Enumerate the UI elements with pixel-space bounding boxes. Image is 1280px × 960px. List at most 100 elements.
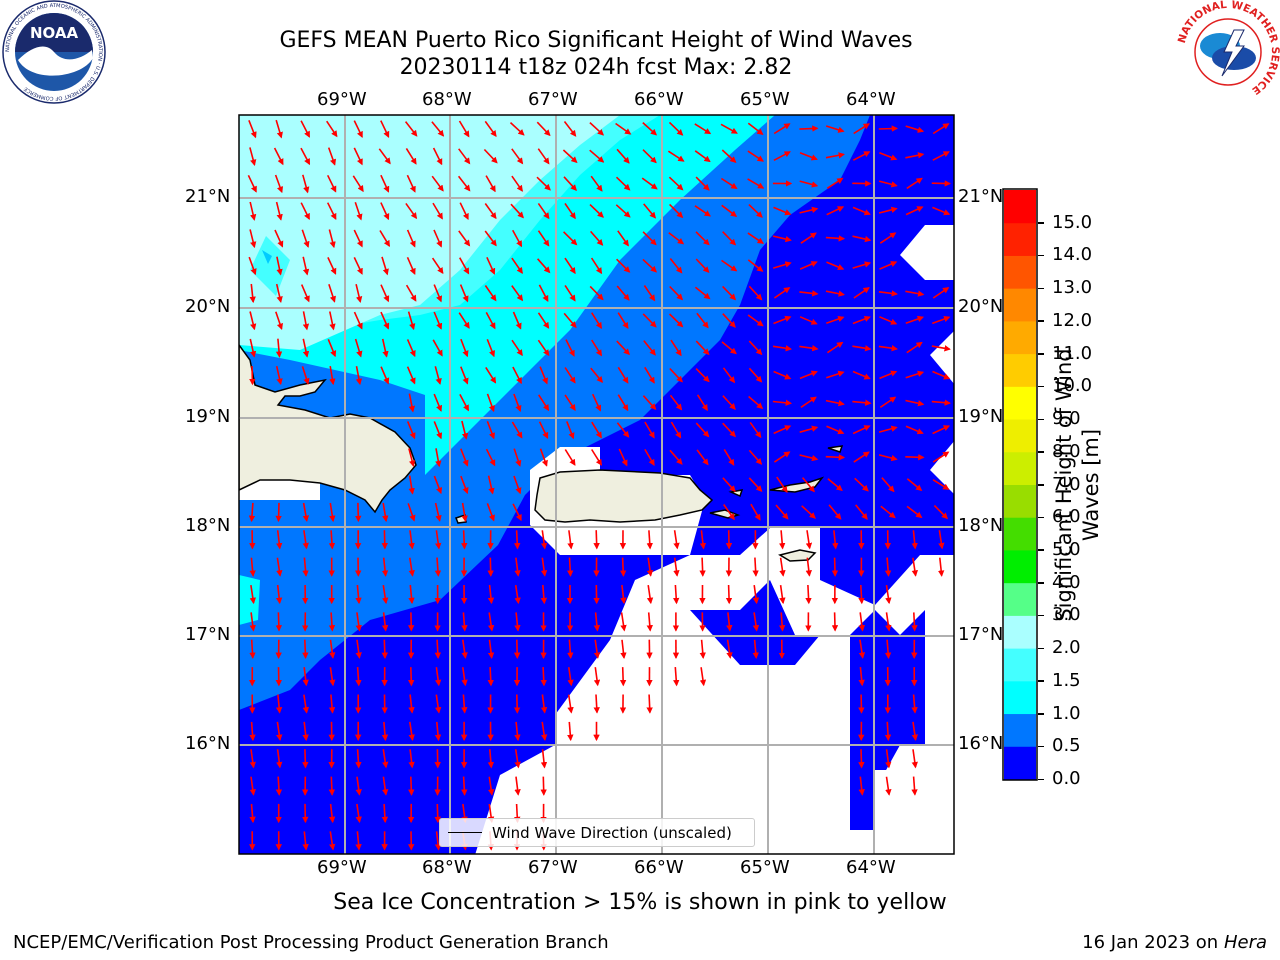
- wind-wave-arrow: [799, 316, 818, 325]
- wind-wave-arrow: [408, 721, 415, 741]
- wind-wave-arrow: [826, 425, 845, 435]
- wind-wave-arrow: [514, 721, 521, 742]
- wind-wave-arrow: [382, 502, 389, 523]
- wind-wave-arrow: [300, 147, 311, 166]
- colorbar-tick-mark-2: [1038, 713, 1044, 715]
- wind-wave-arrow: [748, 204, 763, 218]
- chart-title-line2: 20230114 t18z 024h fcst Max: 2.82: [399, 55, 793, 80]
- wind-wave-arrow: [932, 315, 951, 325]
- wind-wave-arrow: [616, 258, 631, 273]
- wind-wave-arrow: [275, 201, 283, 221]
- wind-wave-arrow: [858, 639, 866, 659]
- ice-caption: Sea Ice Concentration > 15% is shown in …: [333, 890, 947, 915]
- wind-wave-arrow: [433, 393, 443, 412]
- wind-wave-arrow: [355, 584, 362, 605]
- wind-wave-arrow: [487, 475, 495, 495]
- colorbar-tick-label-1: 0.5: [1052, 735, 1081, 757]
- lon-tick-top-3: 66°W: [634, 89, 684, 110]
- wind-wave-arrow: [487, 749, 495, 769]
- wind-wave-arrow: [932, 123, 950, 135]
- wind-wave-arrow: [461, 639, 468, 659]
- wind-wave-arrow: [726, 639, 733, 659]
- wind-wave-arrow: [512, 503, 522, 522]
- wind-wave-arrow: [826, 177, 844, 189]
- wind-wave-arrow: [355, 284, 363, 303]
- wind-wave-arrow: [773, 425, 792, 435]
- wind-wave-arrow: [905, 399, 925, 407]
- wind-wave-arrow: [646, 557, 654, 577]
- wind-wave-arrow: [646, 584, 654, 605]
- wind-wave-arrow: [458, 148, 471, 165]
- wind-wave-arrow: [646, 530, 653, 550]
- colorbar-tick-mark-11: [1038, 418, 1044, 421]
- wind-wave-arrow: [353, 147, 363, 166]
- wind-wave-arrow: [355, 502, 362, 523]
- wind-wave-arrow: [486, 393, 495, 413]
- wind-wave-arrow: [748, 477, 763, 493]
- wind-wave-arrow: [878, 125, 899, 132]
- wind-wave-arrow: [275, 694, 283, 714]
- wind-wave-arrow: [566, 421, 575, 440]
- wind-wave-arrow: [328, 776, 336, 796]
- wind-wave-arrow: [327, 147, 337, 166]
- map-legend: Wind Wave Direction (unscaled): [439, 818, 755, 847]
- lon-tick-top-2: 67°W: [528, 89, 578, 110]
- wind-wave-arrow: [513, 475, 522, 495]
- wind-wave-arrow: [408, 776, 415, 796]
- wind-wave-arrow: [721, 204, 738, 217]
- wind-wave-arrow: [593, 639, 601, 659]
- wind-wave-arrow: [302, 749, 309, 769]
- wind-wave-arrow: [539, 448, 548, 467]
- wind-wave-arrow: [406, 229, 416, 248]
- wind-wave-arrow: [248, 502, 256, 523]
- wind-wave-arrow: [752, 639, 759, 659]
- wind-wave-arrow: [511, 339, 523, 357]
- wind-wave-arrow: [642, 313, 657, 328]
- colorbar-tick-label-13: 11.0: [1052, 342, 1093, 364]
- wind-wave-arrow: [328, 284, 336, 303]
- wind-wave-arrow: [458, 230, 471, 247]
- wind-wave-arrow: [827, 478, 843, 492]
- wind-wave-arrow: [458, 120, 470, 138]
- wind-wave-arrow: [642, 122, 658, 136]
- wind-wave-arrow: [591, 421, 602, 439]
- wind-wave-arrow: [540, 667, 547, 687]
- wind-wave-arrow: [540, 776, 547, 796]
- wind-wave-arrow: [540, 584, 548, 605]
- wind-wave-arrow: [249, 612, 256, 632]
- wind-wave-arrow: [672, 584, 680, 605]
- wind-wave-arrow: [434, 803, 441, 824]
- wind-wave-arrow: [276, 256, 283, 276]
- wind-wave-arrow: [380, 311, 390, 330]
- colorbar-block-15: [1004, 255, 1036, 289]
- wind-wave-arrow: [434, 667, 442, 687]
- colorbar-tick-mark-12: [1038, 385, 1044, 388]
- wind-wave-arrow: [355, 776, 362, 796]
- wind-wave-arrow: [562, 149, 578, 164]
- wind-wave-arrow: [858, 584, 865, 605]
- wind-wave-arrow: [300, 202, 310, 221]
- wind-wave-arrow: [457, 175, 471, 192]
- wind-wave-arrow: [593, 612, 601, 632]
- wind-wave-arrow: [911, 694, 918, 714]
- wind-wave-arrow: [405, 284, 417, 302]
- wind-wave-arrow: [617, 366, 629, 384]
- wind-wave-arrow: [620, 612, 627, 632]
- wind-wave-arrow: [931, 345, 951, 352]
- wind-wave-arrow: [748, 395, 764, 410]
- wind-wave-arrow: [564, 367, 576, 384]
- colorbar-block-0: [1004, 746, 1036, 780]
- st-croix: [778, 549, 817, 562]
- wind-wave-arrow: [564, 202, 576, 220]
- wind-wave-arrow: [433, 229, 443, 248]
- wind-wave-arrow: [911, 557, 918, 577]
- colorbar-tick-label-17: 15.0: [1052, 211, 1093, 233]
- wind-wave-arrow: [932, 370, 951, 380]
- wind-wave-arrow: [826, 370, 845, 379]
- colorbar-block-17: [1004, 190, 1036, 224]
- wind-wave-arrow: [641, 177, 658, 190]
- wind-wave-arrow: [302, 256, 310, 276]
- wind-wave-arrow: [699, 667, 707, 687]
- wind-wave-arrow: [564, 284, 576, 302]
- wind-wave-arrow: [538, 284, 549, 303]
